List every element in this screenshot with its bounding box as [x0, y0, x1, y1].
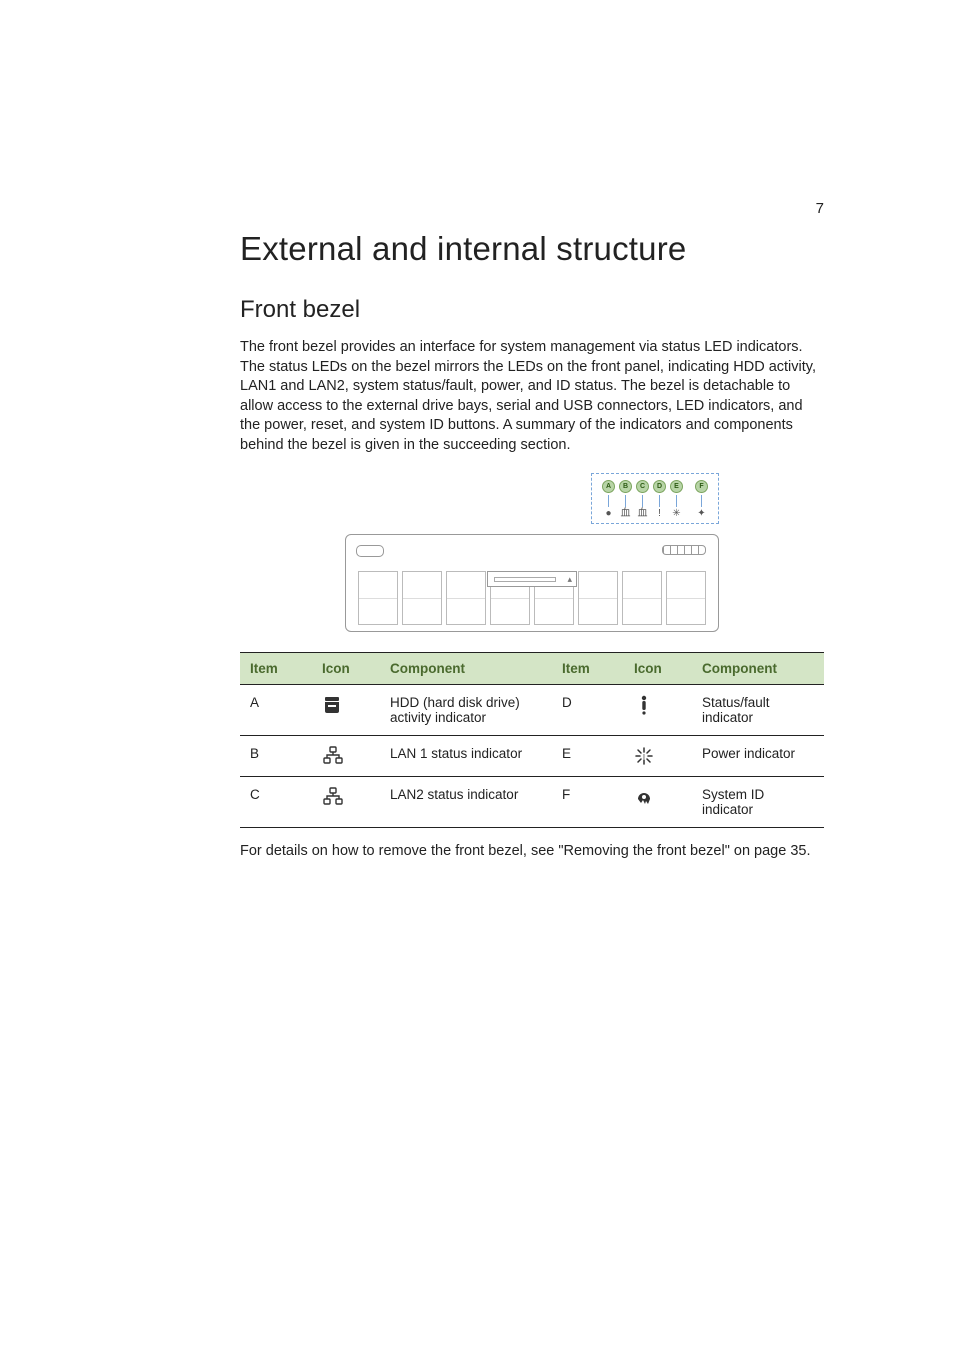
cell-component: HDD (hard disk drive) activity indicator: [380, 685, 552, 736]
th-item-l: Item: [240, 653, 312, 685]
fault-icon: [634, 695, 656, 715]
footer-paragraph: For details on how to remove the front b…: [240, 842, 824, 862]
page-title: External and internal structure: [240, 230, 824, 268]
callout-c: C⾎: [636, 480, 649, 519]
callout-b: B⾎: [619, 480, 632, 519]
page-number: 7: [816, 200, 824, 217]
cell-item: E: [552, 736, 624, 777]
power-icon: [634, 746, 656, 766]
bezel-led-strip: [662, 545, 706, 555]
front-bezel-diagram: A●B⾎C⾎D!E✳ F✦ ▴: [345, 473, 719, 632]
cell-item: B: [240, 736, 312, 777]
cell-item: F: [552, 777, 624, 828]
bezel-latch: [356, 545, 384, 557]
intro-paragraph: The front bezel provides an interface fo…: [240, 338, 824, 455]
cell-icon: [312, 685, 380, 736]
cell-component: Power indicator: [692, 736, 824, 777]
th-icon-l: Icon: [312, 653, 380, 685]
bezel-outline: ▴: [345, 534, 719, 632]
callout-d: D!: [653, 480, 666, 519]
th-item-r: Item: [552, 653, 624, 685]
cell-icon: [624, 777, 692, 828]
th-comp-r: Component: [692, 653, 824, 685]
cell-component: LAN2 status indicator: [380, 777, 552, 828]
callout-box: A●B⾎C⾎D!E✳ F✦: [591, 473, 719, 524]
cell-icon: [624, 736, 692, 777]
table-row: A HDD (hard disk drive) activity indicato…: [240, 685, 824, 736]
table-row: B LAN 1 status indicatorE Power indicator: [240, 736, 824, 777]
callout-a: A●: [602, 480, 615, 519]
callout-e: E✳: [670, 480, 683, 519]
cell-component: LAN 1 status indicator: [380, 736, 552, 777]
lan-icon: [322, 746, 344, 766]
cell-icon: [624, 685, 692, 736]
callout-f: F✦: [695, 480, 708, 519]
cell-component: System ID indicator: [692, 777, 824, 828]
cell-item: C: [240, 777, 312, 828]
cell-item: D: [552, 685, 624, 736]
id-icon: [634, 787, 656, 807]
cell-component: Status/fault indicator: [692, 685, 824, 736]
section-heading: Front bezel: [240, 296, 824, 324]
th-comp-l: Component: [380, 653, 552, 685]
cell-icon: [312, 777, 380, 828]
cell-item: A: [240, 685, 312, 736]
hdd-icon: [322, 695, 344, 715]
table-row: C LAN2 status indicatorF System ID indicat…: [240, 777, 824, 828]
optical-drive: ▴: [487, 571, 577, 587]
lan-icon: [322, 787, 344, 807]
cell-icon: [312, 736, 380, 777]
indicator-table: Item Icon Component Item Icon Component …: [240, 652, 824, 828]
th-icon-r: Icon: [624, 653, 692, 685]
